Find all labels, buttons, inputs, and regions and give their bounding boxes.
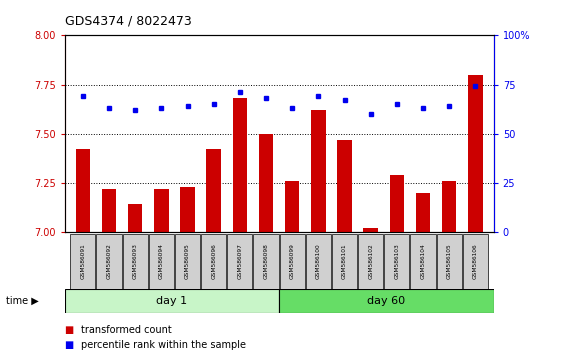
FancyBboxPatch shape bbox=[70, 234, 95, 289]
FancyBboxPatch shape bbox=[332, 234, 357, 289]
FancyBboxPatch shape bbox=[149, 234, 174, 289]
Text: GSM586092: GSM586092 bbox=[107, 243, 112, 279]
FancyBboxPatch shape bbox=[279, 234, 305, 289]
FancyBboxPatch shape bbox=[96, 234, 122, 289]
Text: GSM586099: GSM586099 bbox=[289, 243, 295, 279]
Text: GSM586100: GSM586100 bbox=[316, 243, 321, 279]
FancyBboxPatch shape bbox=[201, 234, 226, 289]
Text: GSM586098: GSM586098 bbox=[264, 243, 269, 279]
FancyBboxPatch shape bbox=[65, 289, 279, 313]
Bar bbox=[468, 75, 482, 354]
Text: GSM586102: GSM586102 bbox=[368, 243, 373, 279]
Text: GSM586096: GSM586096 bbox=[211, 243, 216, 279]
Text: GSM586091: GSM586091 bbox=[80, 243, 85, 279]
Bar bbox=[76, 149, 90, 354]
Bar bbox=[390, 175, 404, 354]
Text: GSM586097: GSM586097 bbox=[237, 243, 242, 279]
Bar bbox=[416, 193, 430, 354]
FancyBboxPatch shape bbox=[279, 289, 494, 313]
Bar bbox=[180, 187, 195, 354]
Text: transformed count: transformed count bbox=[81, 325, 172, 335]
Bar bbox=[364, 228, 378, 354]
FancyBboxPatch shape bbox=[436, 234, 462, 289]
Bar bbox=[128, 204, 142, 354]
FancyBboxPatch shape bbox=[358, 234, 383, 289]
Text: GDS4374 / 8022473: GDS4374 / 8022473 bbox=[65, 14, 191, 27]
Text: GSM586095: GSM586095 bbox=[185, 243, 190, 279]
FancyBboxPatch shape bbox=[175, 234, 200, 289]
Text: time ▶: time ▶ bbox=[6, 296, 38, 306]
Text: day 60: day 60 bbox=[367, 296, 406, 306]
FancyBboxPatch shape bbox=[227, 234, 252, 289]
Bar bbox=[102, 189, 116, 354]
FancyBboxPatch shape bbox=[384, 234, 410, 289]
Text: GSM586106: GSM586106 bbox=[473, 243, 478, 279]
Bar bbox=[259, 134, 273, 354]
Text: GSM586094: GSM586094 bbox=[159, 243, 164, 279]
FancyBboxPatch shape bbox=[463, 234, 488, 289]
Bar bbox=[154, 189, 168, 354]
Text: GSM586105: GSM586105 bbox=[447, 243, 452, 279]
Bar bbox=[206, 149, 221, 354]
Text: GSM586093: GSM586093 bbox=[132, 243, 137, 279]
Bar bbox=[337, 139, 352, 354]
Text: ■: ■ bbox=[65, 325, 73, 335]
Bar bbox=[233, 98, 247, 354]
Bar bbox=[311, 110, 325, 354]
FancyBboxPatch shape bbox=[411, 234, 435, 289]
Text: day 1: day 1 bbox=[157, 296, 187, 306]
FancyBboxPatch shape bbox=[306, 234, 331, 289]
Bar bbox=[285, 181, 300, 354]
Text: GSM586101: GSM586101 bbox=[342, 243, 347, 279]
FancyBboxPatch shape bbox=[254, 234, 279, 289]
Text: ■: ■ bbox=[65, 340, 73, 350]
Text: percentile rank within the sample: percentile rank within the sample bbox=[81, 340, 246, 350]
Text: GSM586104: GSM586104 bbox=[421, 243, 426, 279]
Text: GSM586103: GSM586103 bbox=[394, 243, 399, 279]
FancyBboxPatch shape bbox=[123, 234, 148, 289]
Bar bbox=[442, 181, 457, 354]
